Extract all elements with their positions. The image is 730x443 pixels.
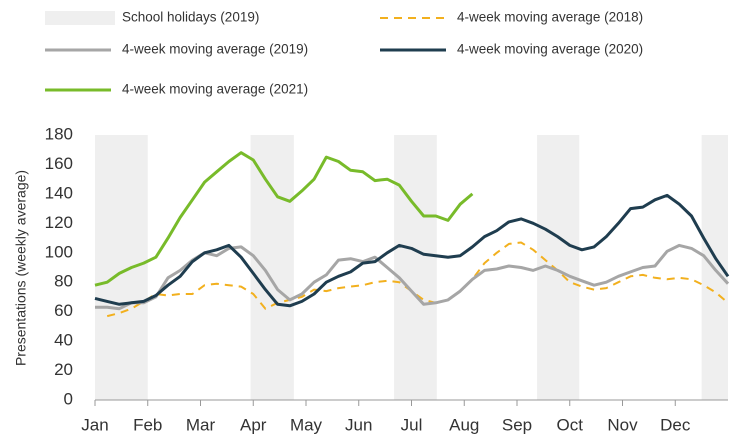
y-axis-label: Presentations (weekly average)	[13, 170, 29, 366]
y-tick-label: 160	[45, 154, 73, 173]
x-tick-label: Dec	[660, 415, 691, 434]
holiday-band	[250, 135, 294, 400]
y-tick-label: 60	[54, 301, 73, 320]
x-tick-label: Nov	[607, 415, 638, 434]
x-tick-label: Jun	[345, 415, 372, 434]
y-tick-label: 120	[45, 213, 73, 232]
x-tick-label: Sep	[502, 415, 532, 434]
y-tick-label: 140	[45, 183, 73, 202]
y-tick-label: 180	[45, 124, 73, 143]
x-tick-label: Oct	[557, 415, 584, 434]
holiday-band	[95, 135, 148, 400]
x-tick-label: Jan	[81, 415, 108, 434]
holiday-band	[394, 135, 437, 400]
x-tick-label: Apr	[240, 415, 267, 434]
y-tick-label: 100	[45, 242, 73, 261]
x-tick-label: Aug	[449, 415, 479, 434]
x-tick-label: Feb	[133, 415, 162, 434]
series-line	[94, 151, 474, 287]
legend-label: School holidays (2019)	[122, 10, 259, 25]
series-line	[94, 193, 730, 308]
legend-label: 4-week moving average (2019)	[122, 42, 308, 57]
x-tick-label: Mar	[186, 415, 216, 434]
y-tick-label: 20	[54, 360, 73, 379]
y-tick-label: 40	[54, 331, 73, 350]
x-tick-label: May	[290, 415, 323, 434]
legend-label: 4-week moving average (2020)	[457, 42, 643, 57]
legend-label: 4-week moving average (2021)	[122, 82, 308, 97]
y-tick-label: 80	[54, 272, 73, 291]
legend-label: 4-week moving average (2018)	[457, 10, 643, 25]
y-tick-label: 0	[64, 389, 73, 408]
legend-swatch	[45, 11, 115, 25]
x-tick-label: Jul	[401, 415, 423, 434]
